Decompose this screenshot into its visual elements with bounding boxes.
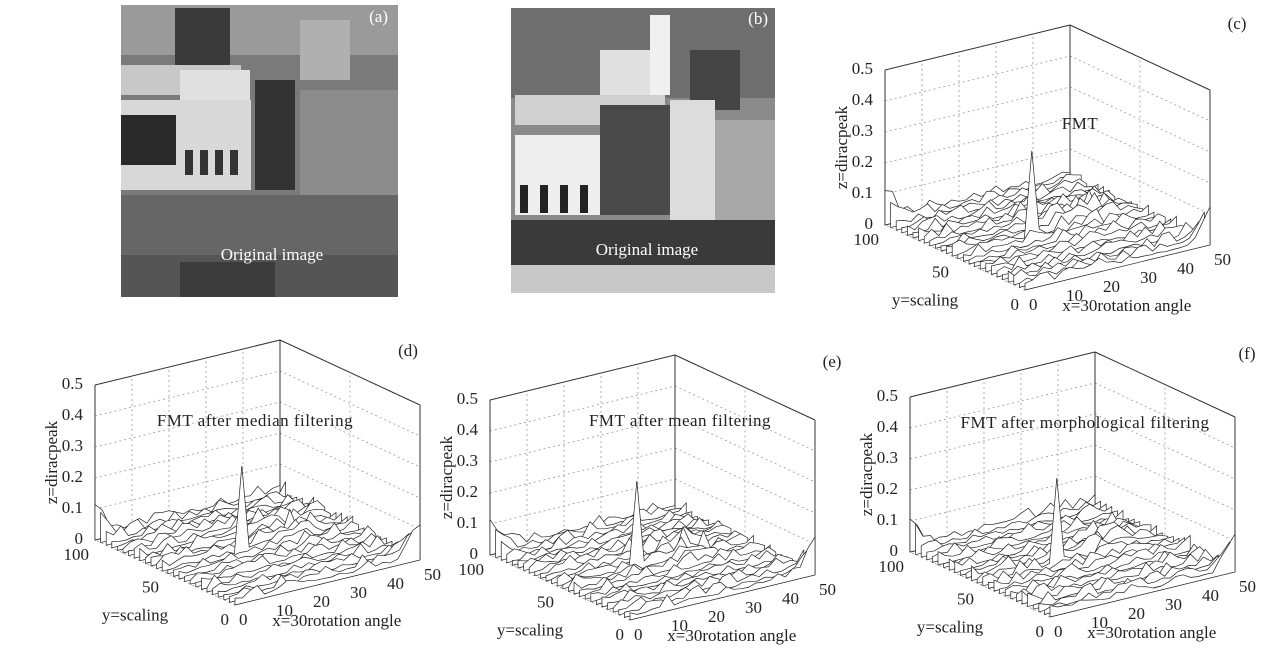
x-tick-label: 50 <box>424 565 441 584</box>
photo-label: (a) <box>369 7 388 26</box>
axis-line <box>910 352 1095 397</box>
x-tick-label: 20 <box>313 592 330 611</box>
z-tick-label: 0.4 <box>877 417 899 436</box>
x-tick-label: 20 <box>1128 604 1145 623</box>
y-tick-label: 50 <box>932 262 949 281</box>
panel-label: (d) <box>398 341 418 360</box>
z-tick-label: 0.5 <box>852 59 873 78</box>
x-axis-label: x=30rotation angle <box>272 611 401 630</box>
axis-line <box>1095 352 1235 417</box>
plot-title: FMT after median filtering <box>157 411 353 430</box>
grid-line <box>910 445 1095 490</box>
x-tick-label: 40 <box>782 589 799 608</box>
z-tick-label: 0.2 <box>62 467 83 486</box>
z-tick-label: 0.3 <box>457 451 478 470</box>
z-tick-label: 0.2 <box>852 152 873 171</box>
x-tick-label: 0 <box>1054 622 1063 641</box>
x-tick-label: 40 <box>1202 586 1219 605</box>
z-axis-label: z=diracpeak <box>42 420 61 504</box>
plot-title: FMT after mean filtering <box>589 411 771 430</box>
z-tick-label: 0.2 <box>877 479 898 498</box>
z-axis-label: z=diracpeak <box>857 432 876 516</box>
z-tick-label: 0.1 <box>877 510 898 529</box>
y-axis-label: y=scaling <box>102 605 169 624</box>
y-tick-label: 50 <box>537 592 554 611</box>
photo-label: (b) <box>748 9 768 28</box>
x-axis-label: x=30rotation angle <box>667 626 796 645</box>
z-tick-label: 0.5 <box>457 389 478 408</box>
x-tick-label: 30 <box>745 598 762 617</box>
z-tick-label: 0.3 <box>852 121 873 140</box>
panel-label: (e) <box>823 352 842 371</box>
panel-label: (f) <box>1239 344 1256 363</box>
y-tick-label: 0 <box>616 625 625 644</box>
z-tick-label: 0.1 <box>852 183 873 202</box>
y-tick-label: 100 <box>879 557 905 576</box>
x-tick-label: 40 <box>1177 259 1194 278</box>
axis-line <box>490 355 675 400</box>
x-tick-label: 0 <box>634 625 643 644</box>
plot-title: FMT after morphological filtering <box>961 413 1210 432</box>
x-tick-label: 50 <box>1214 250 1231 269</box>
y-tick-label: 50 <box>957 589 974 608</box>
y-tick-label: 0 <box>1036 622 1045 641</box>
z-tick-label: 0.5 <box>877 386 898 405</box>
grid-line <box>95 433 280 478</box>
x-tick-label: 50 <box>819 580 836 599</box>
z-tick-label: 0.1 <box>457 513 478 532</box>
figure: (a) Original image (b) Original image 00… <box>0 0 1284 649</box>
y-tick-label: 0 <box>1011 295 1020 314</box>
y-tick-label: 0 <box>221 610 230 629</box>
z-tick-label: 0.1 <box>62 498 83 517</box>
x-tick-label: 30 <box>350 583 367 602</box>
axis-line <box>95 340 280 385</box>
z-tick-label: 0.3 <box>877 448 898 467</box>
z-tick-label: 0.5 <box>62 374 83 393</box>
grid-line <box>490 448 675 493</box>
axis-line <box>885 25 1070 70</box>
z-tick-label: 0.2 <box>457 482 478 501</box>
y-tick-label: 100 <box>64 545 90 564</box>
x-tick-label: 30 <box>1140 268 1157 287</box>
x-axis-label: x=30rotation angle <box>1062 296 1191 315</box>
x-tick-label: 50 <box>1239 577 1256 596</box>
z-tick-label: 0.3 <box>62 436 83 455</box>
x-tick-label: 0 <box>239 610 248 629</box>
z-axis-label: z=diracpeak <box>832 105 851 189</box>
x-tick-label: 30 <box>1165 595 1182 614</box>
plot-title: FMT <box>1062 114 1099 133</box>
z-tick-label: 0.4 <box>457 420 479 439</box>
axis-line <box>1070 25 1210 90</box>
z-axis-label: z=diracpeak <box>437 435 456 519</box>
y-tick-label: 100 <box>854 230 880 249</box>
plot: 00.10.20.30.40.501020304050050100FMT aft… <box>437 352 842 645</box>
photo-caption: Original image <box>596 240 698 259</box>
y-axis-label: y=scaling <box>497 620 564 639</box>
y-tick-label: 100 <box>459 560 485 579</box>
y-axis-label: y=scaling <box>917 617 984 636</box>
y-axis-label: y=scaling <box>892 290 959 309</box>
x-tick-label: 0 <box>1029 295 1038 314</box>
y-tick-label: 50 <box>142 577 159 596</box>
grid-line <box>885 118 1070 163</box>
z-tick-label: 0.4 <box>62 405 84 424</box>
grid-line <box>885 87 1070 132</box>
x-tick-label: 20 <box>708 607 725 626</box>
z-tick-label: 0.4 <box>852 90 874 109</box>
x-axis-label: x=30rotation angle <box>1087 623 1216 642</box>
panel-label: (c) <box>1228 14 1247 33</box>
photo-caption: Original image <box>221 245 323 264</box>
x-tick-label: 40 <box>387 574 404 593</box>
x-tick-label: 20 <box>1103 277 1120 296</box>
